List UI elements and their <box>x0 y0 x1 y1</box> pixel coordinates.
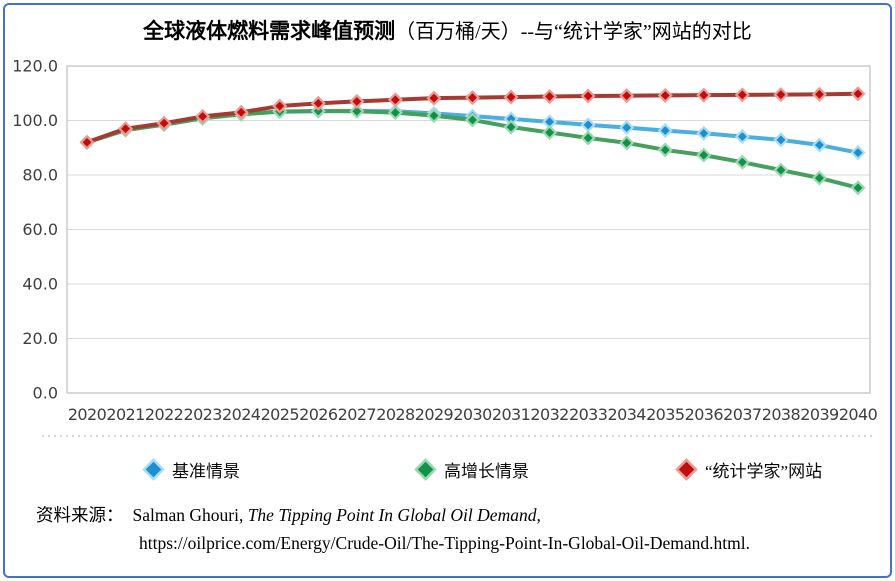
series-marker-“统计学家”网站 <box>426 90 442 106</box>
x-axis-tick-label: 2030 <box>453 405 492 424</box>
x-axis-tick-label: 2024 <box>222 405 261 424</box>
y-axis-tick-label: 100.0 <box>12 111 58 130</box>
series-marker-“统计学家”网站 <box>117 121 134 137</box>
series-marker-“统计学家”网站 <box>156 115 172 131</box>
series-marker-“统计学家”网站 <box>349 93 365 109</box>
series-marker-“统计学家”网站 <box>696 87 712 103</box>
statistician-website-diamond-marker <box>678 461 695 477</box>
x-axis-tick-label: 2033 <box>569 405 607 424</box>
series-marker-高增长情景 <box>773 162 789 178</box>
series-marker-高增长情景 <box>811 170 828 186</box>
series-marker-高增长情景 <box>734 154 750 170</box>
series-marker-高增长情景 <box>503 119 519 135</box>
chart-title: 全球液体燃料需求峰值预测（百万桶/天）--与“统计学家”网站的对比 <box>0 15 895 45</box>
chart-title-main: 全球液体燃料需求峰值预测 <box>143 20 396 43</box>
x-axis-tick-label: 2029 <box>415 405 454 424</box>
series-marker-高增长情景 <box>619 135 635 151</box>
series-marker-“统计学家”网站 <box>657 87 673 103</box>
x-axis-tick-label: 2040 <box>839 405 878 424</box>
x-axis-tick-label: 2032 <box>530 405 568 424</box>
series-marker-基准情景 <box>696 125 712 141</box>
series-marker-“统计学家”网站 <box>811 86 828 102</box>
x-axis-tick-label: 2026 <box>299 405 338 424</box>
series-marker-高增长情景 <box>657 142 673 158</box>
series-marker-“统计学家”网站 <box>272 98 288 114</box>
series-marker-高增长情景 <box>310 103 326 119</box>
series-marker-高增长情景 <box>580 130 596 146</box>
series-marker-基准情景 <box>811 137 828 153</box>
legend-item-high-growth-scenario: 高增长情景 <box>417 456 529 482</box>
x-axis-tick-label: 2028 <box>376 405 415 424</box>
series-marker-高增长情景 <box>426 108 442 124</box>
x-axis-tick-label: 2027 <box>338 405 376 424</box>
series-marker-“统计学家”网站 <box>503 89 519 105</box>
y-axis-tick-label: 20.0 <box>22 329 58 348</box>
y-axis-tick-label: 60.0 <box>22 220 58 239</box>
x-axis-tick-label: 2021 <box>106 405 144 424</box>
legend-item-statistician-website: “统计学家”网站 <box>678 456 823 482</box>
y-axis-tick-label: 0.0 <box>33 384 58 403</box>
series-marker-基准情景 <box>773 132 789 148</box>
series-marker-高增长情景 <box>542 124 558 141</box>
series-marker-“统计学家”网站 <box>542 88 558 105</box>
y-axis-tick-label: 120.0 <box>12 57 58 76</box>
series-marker-“统计学家”网站 <box>387 92 403 108</box>
chart-legend: 基准情景 高增长情景 “统计学家”网站 <box>0 456 895 486</box>
x-axis-tick-label: 2034 <box>608 405 647 424</box>
x-axis-tick-label: 2037 <box>723 405 761 424</box>
series-marker-高增长情景 <box>696 147 712 163</box>
source-note: 资料来源： Salman Ghouri, The Tipping Point In… <box>36 501 866 557</box>
series-marker-“统计学家”网站 <box>310 95 326 111</box>
series-marker-基准情景 <box>850 145 866 161</box>
legend-label: 高增长情景 <box>444 461 529 481</box>
x-axis-tick-label: 2035 <box>646 405 684 424</box>
high-growth-scenario-diamond-marker <box>417 461 434 477</box>
y-axis-tick-label: 80.0 <box>22 166 58 185</box>
x-axis-tick-label: 2031 <box>492 405 530 424</box>
x-axis-tick-label: 2020 <box>68 405 107 424</box>
series-marker-高增长情景 <box>850 180 866 196</box>
source-line-1: 资料来源： Salman Ghouri, The Tipping Point In… <box>36 501 866 529</box>
series-marker-“统计学家”网站 <box>464 90 481 106</box>
plot-area-border <box>66 65 871 394</box>
series-marker-“统计学家”网站 <box>233 104 249 120</box>
series-marker-高增长情景 <box>387 105 403 121</box>
source-line-2: https://oilprice.com/Energy/Crude-Oil/Th… <box>36 529 866 557</box>
series-marker-“统计学家”网站 <box>580 88 596 104</box>
x-axis-tick-label: 2025 <box>261 405 299 424</box>
series-marker-“统计学家”网站 <box>773 87 789 103</box>
x-axis-tick-label: 2039 <box>800 405 839 424</box>
source-work-title: The Tipping Point In Global Oil Demand, <box>247 505 541 525</box>
source-url: https://oilprice.com/Energy/Crude-Oil/Th… <box>139 533 750 553</box>
series-marker-高增长情景 <box>464 112 481 128</box>
series-marker-“统计学家”网站 <box>79 134 95 150</box>
baseline-scenario-diamond-marker <box>145 461 162 477</box>
legend-item-baseline-scenario: 基准情景 <box>145 456 240 482</box>
y-axis-tick-label: 40.0 <box>22 275 58 294</box>
x-axis-tick-label: 2023 <box>183 405 221 424</box>
series-marker-“统计学家”网站 <box>734 87 750 103</box>
series-marker-“统计学家”网站 <box>619 88 635 104</box>
series-marker-“统计学家”网站 <box>195 108 211 124</box>
chart-title-subtitle: （百万桶/天）--与“统计学家”网站的对比 <box>395 21 752 43</box>
series-marker-基准情景 <box>734 129 750 145</box>
series-marker-“统计学家”网站 <box>850 86 866 102</box>
series-marker-基准情景 <box>657 123 673 139</box>
legend-label: “统计学家”网站 <box>705 461 823 481</box>
source-author: Salman Ghouri, <box>132 505 244 525</box>
series-marker-基准情景 <box>619 120 635 136</box>
x-axis-tick-label: 2022 <box>145 405 183 424</box>
source-label: 资料来源： <box>36 505 124 525</box>
legend-label: 基准情景 <box>172 461 240 481</box>
series-marker-高增长情景 <box>349 103 365 119</box>
x-axis-tick-label: 2036 <box>685 405 724 424</box>
x-axis-tick-label: 2038 <box>762 405 801 424</box>
